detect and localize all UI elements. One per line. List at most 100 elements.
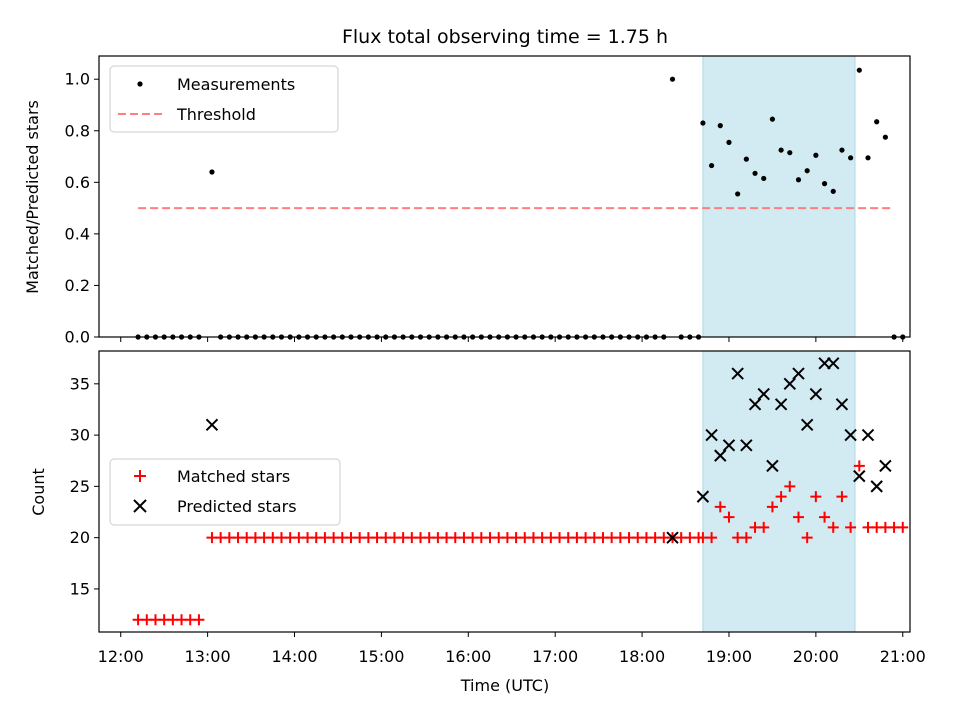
measurement-point (735, 191, 741, 197)
measurement-point (769, 116, 776, 122)
predicted-point (835, 398, 849, 411)
top-x-axis (120, 337, 904, 342)
bottom-xtick-label: 16:00 (445, 647, 491, 666)
legend-marker-measurements (137, 81, 143, 87)
predicted-point (766, 459, 779, 473)
measurement-point (865, 155, 871, 161)
measurement-point (830, 188, 836, 194)
observing-window-band (702, 350, 856, 633)
observing-window-top (702, 55, 856, 338)
bottom-ytick-label: 15 (70, 579, 90, 598)
top-axes-frame (98, 55, 911, 338)
bottom-axes-frame (98, 350, 911, 633)
bottom-xtick-label: 20:00 (793, 647, 839, 666)
measurement-point (708, 162, 715, 169)
measurement-point (813, 152, 819, 158)
matched-point (819, 511, 831, 523)
legend-marker-matched (134, 470, 146, 482)
measurement-point (804, 168, 810, 174)
bottom-xtick-label: 18:00 (619, 647, 665, 666)
bottom-ytick-label: 25 (70, 477, 90, 496)
predicted-point (748, 398, 762, 411)
matched-point (714, 501, 726, 513)
predicted-point (809, 387, 823, 401)
bottom-xtick-label: 14:00 (271, 647, 317, 666)
predicted-point (844, 428, 857, 442)
bottom-ytick-label: 20 (70, 528, 90, 547)
predicted-point (722, 439, 736, 452)
predicted-point (705, 428, 718, 442)
bottom-y-axis: 15 20 25 30 35 (70, 374, 99, 598)
measurement-point (856, 67, 862, 73)
predicted-point (696, 490, 710, 503)
measurement-point (669, 76, 676, 82)
matched-point (792, 511, 804, 523)
matched-point (766, 501, 778, 513)
predicted-point (827, 357, 840, 370)
legend-marker-predicted (133, 499, 147, 513)
legend-label-predicted: Predicted stars (177, 497, 297, 516)
matched-point (706, 532, 718, 544)
matched-point (836, 491, 848, 503)
predicted-point (757, 387, 770, 401)
legend-label-measurements: Measurements (177, 75, 295, 94)
bottom-ytick-label: 30 (70, 426, 90, 445)
measurement-point (761, 175, 767, 182)
measurement-point (874, 119, 880, 125)
predicted-point (783, 377, 797, 391)
chart-title: Flux total observing time = 1.75 h (342, 26, 668, 48)
predicted-stars-points (205, 357, 892, 544)
matched-point (758, 521, 770, 533)
legend-label-matched: Matched stars (177, 467, 290, 486)
matched-point (853, 460, 865, 472)
matched-stars-points (132, 460, 909, 626)
measurement-point (795, 177, 802, 183)
bottom-panel: 15 20 25 30 35 12:00 13:00 14:00 15:00 16:00 17:0… (29, 350, 926, 695)
predicted-point (792, 367, 805, 380)
matched-point (801, 532, 813, 544)
bottom-xtick-label: 21:00 (880, 647, 926, 666)
measurement-point (787, 150, 793, 156)
measurement-point (717, 123, 723, 129)
top-ytick-label: 0.0 (65, 328, 90, 347)
top-ytick-label: 0.8 (65, 121, 90, 140)
bottom-xtick-label: 12:00 (98, 647, 144, 666)
predicted-point (861, 428, 875, 442)
predicted-point (740, 439, 753, 452)
top-ytick-label: 0.2 (65, 276, 90, 295)
top-y-axis: 0.0 0.2 0.4 0.6 0.8 1.0 (65, 70, 99, 347)
bottom-x-axis: 12:00 13:00 14:00 15:00 16:00 17:00 18:00 19:00… (98, 632, 926, 666)
predicted-point (879, 459, 892, 473)
bottom-xtick-label: 15:00 (358, 647, 404, 666)
matched-point (723, 511, 735, 523)
top-ytick-label: 0.6 (65, 173, 90, 192)
bottom-ytick-label: 35 (70, 374, 90, 393)
observing-window-band (702, 55, 856, 338)
top-ytick-label: 1.0 (65, 70, 90, 89)
measurement-point (752, 170, 758, 176)
top-y-axis-label: Matched/Predicted stars (23, 100, 42, 294)
predicted-point (800, 418, 814, 432)
matched-point (193, 614, 205, 626)
bottom-legend-box (109, 458, 341, 526)
bottom-xtick-label: 13:00 (185, 647, 231, 666)
legend-label-threshold: Threshold (176, 105, 256, 124)
predicted-point (731, 367, 744, 380)
matched-point (810, 491, 822, 503)
measurement-point (839, 147, 845, 153)
measurement-point (821, 181, 828, 187)
matched-point (897, 521, 909, 533)
matched-point (775, 491, 787, 503)
measurement-point (882, 134, 888, 140)
predicted-point (853, 469, 866, 483)
bottom-y-axis-label: Count (29, 468, 48, 516)
top-legend-box (109, 65, 339, 133)
predicted-point (205, 418, 219, 432)
matched-point (827, 521, 839, 533)
predicted-point (774, 398, 788, 411)
bottom-xtick-label: 19:00 (706, 647, 752, 666)
measurement-point (778, 147, 784, 153)
matched-point (784, 480, 796, 492)
bottom-xtick-label: 17:00 (532, 647, 578, 666)
predicted-point (870, 480, 883, 493)
